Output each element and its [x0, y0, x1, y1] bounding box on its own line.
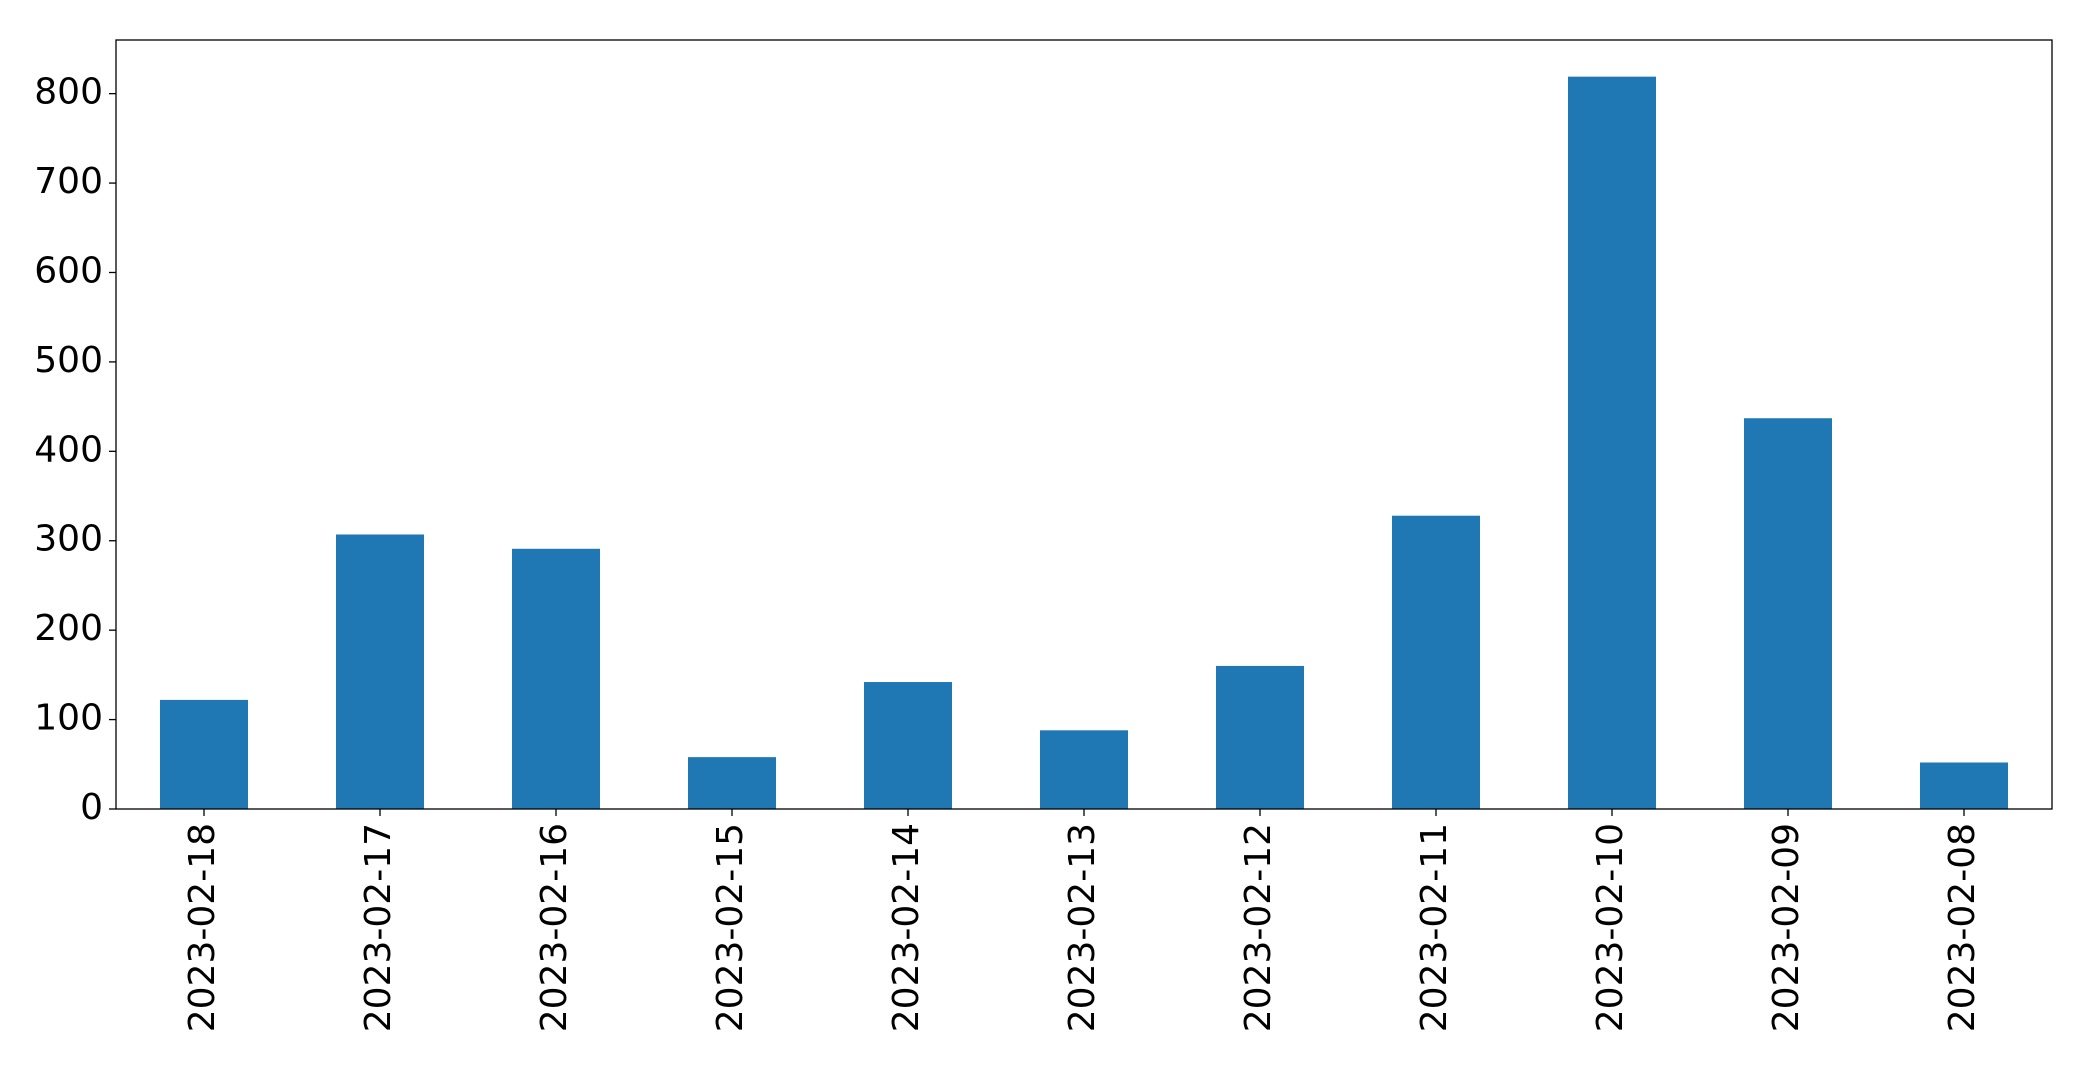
bar	[1744, 418, 1832, 809]
bar	[1216, 665, 1304, 809]
x-tick-label: 2023-02-14	[886, 823, 927, 1032]
x-tick-label: 2023-02-16	[534, 823, 575, 1032]
x-tick-label: 2023-02-13	[1062, 823, 1103, 1032]
x-tick-label: 2023-02-18	[182, 823, 223, 1032]
x-tick-label: 2023-02-08	[1942, 823, 1983, 1032]
bar	[512, 548, 600, 809]
y-tick-label: 600	[34, 250, 103, 291]
y-tick-label: 0	[80, 787, 103, 828]
x-tick-label: 2023-02-11	[1414, 823, 1455, 1032]
bar	[688, 757, 776, 809]
y-tick-label: 500	[34, 340, 103, 381]
x-tick-label: 2023-02-09	[1766, 823, 1807, 1032]
x-tick-label: 2023-02-17	[358, 823, 399, 1032]
bar	[1920, 762, 2008, 809]
bar	[1568, 76, 1656, 810]
axes-frame	[115, 39, 2053, 810]
y-tick-label: 400	[34, 429, 103, 470]
bar	[336, 534, 424, 809]
y-tick-label: 700	[34, 161, 103, 202]
x-tick-label: 2023-02-15	[710, 823, 751, 1032]
x-tick-label: 2023-02-10	[1590, 823, 1631, 1032]
x-tick-label: 2023-02-12	[1238, 823, 1279, 1032]
y-tick-label: 800	[34, 72, 103, 113]
bar	[864, 682, 952, 809]
y-tick-label: 300	[34, 519, 103, 560]
y-tick-label: 200	[34, 608, 103, 649]
y-tick-label: 100	[34, 698, 103, 739]
bar	[1040, 730, 1128, 809]
bar	[1392, 515, 1480, 809]
bar	[160, 699, 248, 809]
